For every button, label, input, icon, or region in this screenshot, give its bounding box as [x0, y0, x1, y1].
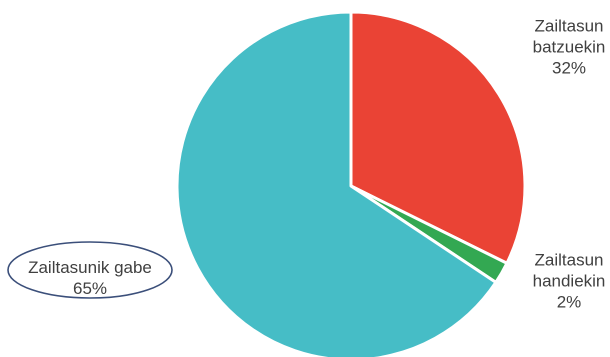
pie-slice-1-value-label: 2% [557, 292, 582, 311]
pie-slice-0-value-label: 32% [552, 58, 586, 77]
pie-slice-2-value-label: 65% [73, 279, 107, 298]
pie-slice-1-label: handiekin [533, 271, 606, 290]
pie-slice-0 [349, 10, 527, 265]
pie-slice-2-label: Zailtasunik gabe [28, 258, 152, 277]
pie-labels: Zailtasun batzuekin 32% Zailtasun handiekin 2… [7, 16, 606, 311]
pie-slices [175, 10, 527, 357]
pie-slice-1-label: Zailtasun [535, 250, 604, 269]
pie-slice-0-label: Zailtasun [535, 16, 604, 35]
pie-slice-2 [175, 10, 498, 357]
highlight-ellipse [7, 241, 173, 299]
pie-slice-0-label: batzuekin [533, 37, 606, 56]
